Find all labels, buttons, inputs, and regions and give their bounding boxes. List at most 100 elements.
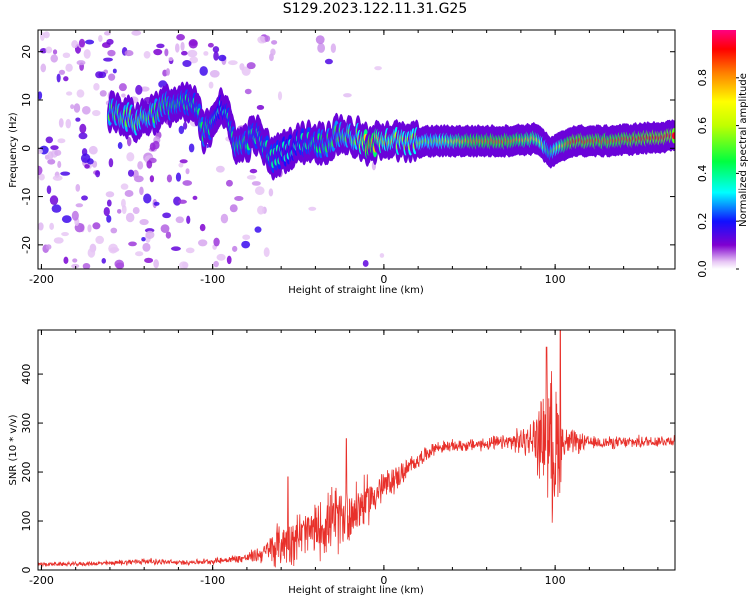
snr-frame (37, 329, 676, 571)
noise-blob (246, 175, 257, 180)
noise-blob (45, 136, 54, 144)
noise-blob (160, 224, 170, 233)
spectrogram-frame (37, 29, 676, 270)
noise-blob (178, 125, 185, 135)
noise-blob (65, 118, 72, 129)
x-tick-label: 100 (545, 273, 566, 286)
noise-blob (121, 204, 127, 215)
noise-blob (101, 257, 106, 264)
colorbar-gradient (712, 30, 736, 269)
noise-blob (166, 174, 173, 183)
noise-blob (83, 49, 91, 59)
y-tick-label: -10 (20, 188, 33, 206)
noise-blob (241, 66, 251, 76)
noise-blob (132, 169, 139, 179)
noise-blob (75, 183, 81, 192)
noise-blob (220, 213, 229, 224)
noise-blob (212, 46, 220, 53)
noise-blob (105, 191, 115, 198)
noise-blob (46, 185, 52, 195)
noise-blob (81, 195, 88, 201)
noise-blob (246, 62, 256, 70)
noise-blob (176, 34, 185, 41)
noise-blob (308, 206, 317, 211)
noise-blob (108, 243, 119, 254)
noise-blob (63, 256, 69, 264)
noise-blob (84, 39, 95, 45)
noise-blob (182, 60, 192, 68)
noise-blob (51, 204, 62, 213)
noise-blob (268, 188, 274, 197)
noise-blob (50, 54, 58, 63)
noise-blob (199, 223, 206, 232)
noise-blob (38, 165, 43, 176)
noise-blob (229, 204, 238, 213)
snr-xlabel: Height of straight line (km) (288, 585, 424, 596)
y-tick-label: 300 (20, 413, 33, 434)
chart-title: S129.2023.122.11.31.G25 (282, 1, 468, 17)
noise-blob (106, 38, 114, 45)
x-tick-label: 100 (545, 574, 566, 587)
noise-blob (47, 151, 54, 160)
spectrogram-xlabel: Height of straight line (km) (288, 285, 424, 296)
noise-blob (124, 50, 134, 57)
noise-blob (108, 73, 116, 81)
snr-line (38, 330, 675, 568)
noise-blob (170, 246, 181, 251)
noise-blob (379, 253, 385, 258)
noise-blob (124, 190, 134, 197)
noise-blob (263, 247, 270, 258)
noise-blob (146, 160, 153, 169)
noise-blob (189, 56, 199, 64)
noise-blob (91, 109, 101, 117)
noise-blob (80, 153, 91, 164)
noise-blob (187, 49, 198, 58)
noise-blob (128, 241, 137, 247)
snr-ylabel: SNR (10 * v/v) (8, 414, 19, 485)
noise-blob (87, 247, 96, 258)
noise-blob (54, 149, 62, 156)
y-tick-label: 100 (20, 511, 33, 532)
noise-blob (242, 234, 251, 240)
noise-blob (317, 43, 326, 53)
noise-blob (158, 80, 168, 89)
noise-blob (58, 118, 64, 128)
noise-blob (116, 208, 122, 214)
noise-blob (103, 57, 113, 62)
noise-blob (62, 52, 71, 59)
noise-blob (203, 51, 209, 56)
noise-blob (65, 63, 73, 72)
noise-blob (120, 183, 129, 190)
noise-blob (135, 251, 144, 257)
noise-blob (164, 48, 169, 57)
noise-blob (175, 172, 182, 182)
noise-blob (57, 160, 62, 169)
noise-blob (103, 31, 111, 36)
noise-blob (213, 51, 219, 61)
noise-blob (73, 103, 81, 113)
noise-blob (61, 215, 72, 223)
noise-blob (92, 222, 101, 230)
noise-blob (108, 158, 114, 168)
noise-blob (254, 226, 262, 233)
noise-blob (315, 35, 325, 45)
noise-blob (277, 91, 283, 101)
noise-blob (330, 43, 336, 54)
noise-blob (174, 43, 180, 53)
noise-blob (225, 179, 233, 187)
noise-blob (226, 255, 232, 265)
colorbar-ticks: 0.0 0.2 0.4 0.6 0.8 (696, 69, 739, 278)
noise-blob (38, 222, 44, 231)
y-tick-label: -20 (20, 236, 33, 254)
noise-blob (185, 168, 190, 175)
noise-blob (50, 145, 59, 151)
noise-blob (207, 42, 214, 48)
noise-blob (180, 41, 185, 51)
x-tick-label: 0 (380, 574, 387, 587)
noise-blob (117, 142, 123, 150)
colorbar-tick-label: 0.6 (696, 117, 709, 135)
noise-blob (153, 201, 160, 206)
noise-blob (88, 145, 98, 155)
